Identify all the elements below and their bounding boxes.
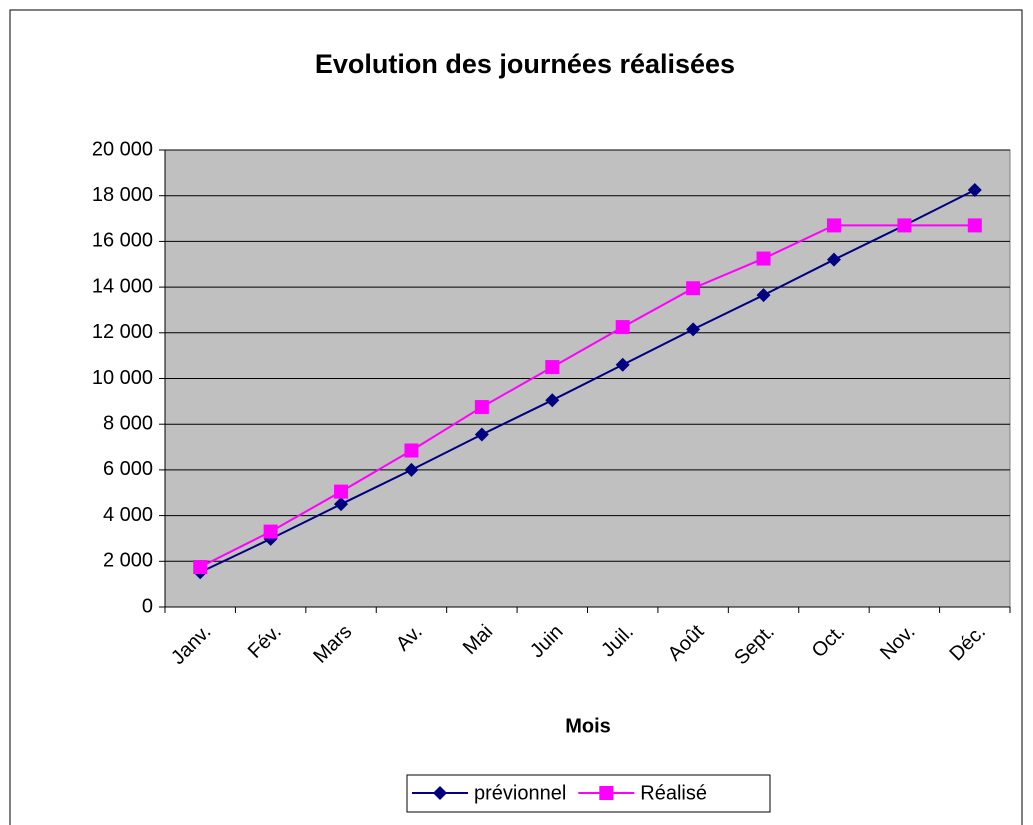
marker (756, 288, 771, 303)
y-tick-label: 0 (142, 595, 153, 617)
x-tick-label: Mai (459, 621, 497, 659)
marker (686, 281, 701, 296)
marker (826, 252, 841, 267)
marker (686, 322, 701, 337)
marker (967, 182, 982, 197)
y-tick-label: 10 000 (92, 367, 153, 389)
marker (545, 360, 560, 375)
marker (474, 427, 489, 442)
y-tick-label: 18 000 (92, 184, 153, 206)
series-line (199, 189, 976, 574)
marker (193, 560, 208, 575)
x-axis-label: Mois (565, 715, 611, 737)
y-tick-label: 16 000 (92, 230, 153, 252)
marker (615, 320, 630, 335)
y-tick-label: 20 000 (92, 138, 153, 160)
y-tick-label: 8 000 (103, 412, 153, 434)
chart-title: Evolution des journées réalisées (315, 49, 735, 79)
marker (826, 218, 841, 233)
marker (334, 497, 349, 512)
x-tick-label: Av. (392, 621, 427, 656)
y-tick-label: 4 000 (103, 504, 153, 526)
marker (404, 443, 419, 458)
marker (474, 400, 489, 415)
x-tick-label: Oct. (808, 621, 849, 662)
x-tick-label: Fév. (244, 621, 286, 663)
x-tick-label: Nov. (876, 621, 920, 665)
marker (404, 462, 419, 477)
marker (897, 218, 912, 233)
y-tick-label: 2 000 (103, 550, 153, 572)
marker (263, 524, 278, 539)
marker (334, 484, 349, 499)
x-tick-label: Juin (526, 621, 568, 663)
x-tick-label: Août (664, 620, 709, 665)
x-tick-label: Janv. (167, 621, 215, 669)
marker (545, 393, 560, 408)
marker (756, 251, 771, 266)
chart-border (9, 9, 1023, 825)
x-tick-label: Déc. (945, 621, 990, 666)
legend-label: prévionnel (474, 782, 566, 804)
y-tick-label: 14 000 (92, 275, 153, 297)
y-tick-label: 6 000 (103, 458, 153, 480)
marker (433, 786, 447, 800)
x-tick-label: Mars (309, 621, 356, 668)
marker (967, 218, 982, 233)
series-line (199, 224, 975, 568)
marker (615, 357, 630, 372)
y-tick-label: 12 000 (92, 321, 153, 343)
marker (599, 786, 614, 800)
x-tick-label: Juil. (597, 621, 638, 662)
legend-label: Réalisé (640, 782, 707, 804)
x-tick-label: Sept. (730, 621, 779, 670)
